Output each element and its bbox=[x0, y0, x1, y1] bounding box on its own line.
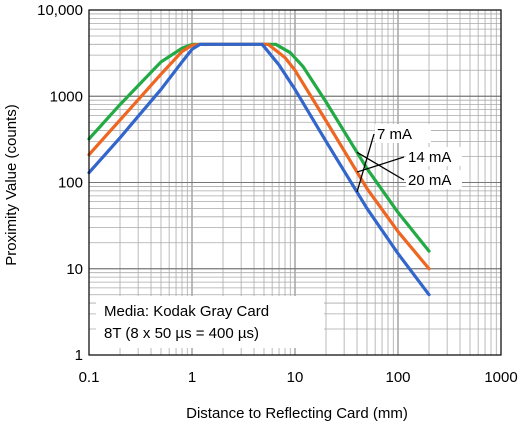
series-label-background bbox=[375, 124, 431, 143]
series-lines bbox=[87, 42, 431, 297]
series-line-20-ma bbox=[87, 42, 431, 253]
media-note: Media: Kodak Gray Card 8T (8 x 50 µs = 4… bbox=[96, 296, 324, 348]
series-label: 7 mA bbox=[377, 126, 412, 143]
series-label-leader bbox=[356, 151, 405, 181]
x-tick-label: 1 bbox=[188, 369, 196, 386]
series-label: 14 mA bbox=[408, 149, 451, 166]
series-labels: 7 mA 14 mA 20 mA bbox=[356, 124, 462, 193]
media-note-line-2: 8T (8 x 50 µs = 400 µs) bbox=[104, 325, 259, 342]
y-tick-labels: 1 10 100 1000 10,000 bbox=[37, 2, 83, 364]
media-note-line-1: Media: Kodak Gray Card bbox=[104, 303, 269, 320]
plot-frame bbox=[88, 9, 502, 356]
y-tick-label: 10,000 bbox=[37, 2, 83, 19]
x-tick-label: 1000 bbox=[484, 369, 517, 386]
y-tick-label: 1000 bbox=[50, 88, 83, 105]
x-tick-labels: 0.1 1 10 100 1000 bbox=[79, 369, 518, 386]
x-tick-label: 0.1 bbox=[79, 369, 100, 386]
series-label-background bbox=[406, 170, 462, 189]
x-tick-label: 10 bbox=[287, 369, 304, 386]
series-label-leader bbox=[356, 156, 405, 173]
series-line-7-ma bbox=[87, 42, 431, 297]
x-tick-label: 100 bbox=[385, 369, 410, 386]
series-label: 20 mA bbox=[408, 172, 451, 189]
series-label-leader bbox=[356, 133, 375, 193]
y-tick-label: 1 bbox=[75, 347, 83, 364]
series-label-background bbox=[406, 147, 462, 166]
media-note-background bbox=[96, 296, 324, 348]
y-tick-label: 100 bbox=[58, 175, 83, 192]
y-tick-label: 10 bbox=[66, 261, 83, 278]
y-axis-title: Proximity Value (counts) bbox=[3, 104, 20, 265]
x-axis-title: Distance to Reflecting Card (mm) bbox=[186, 405, 408, 422]
